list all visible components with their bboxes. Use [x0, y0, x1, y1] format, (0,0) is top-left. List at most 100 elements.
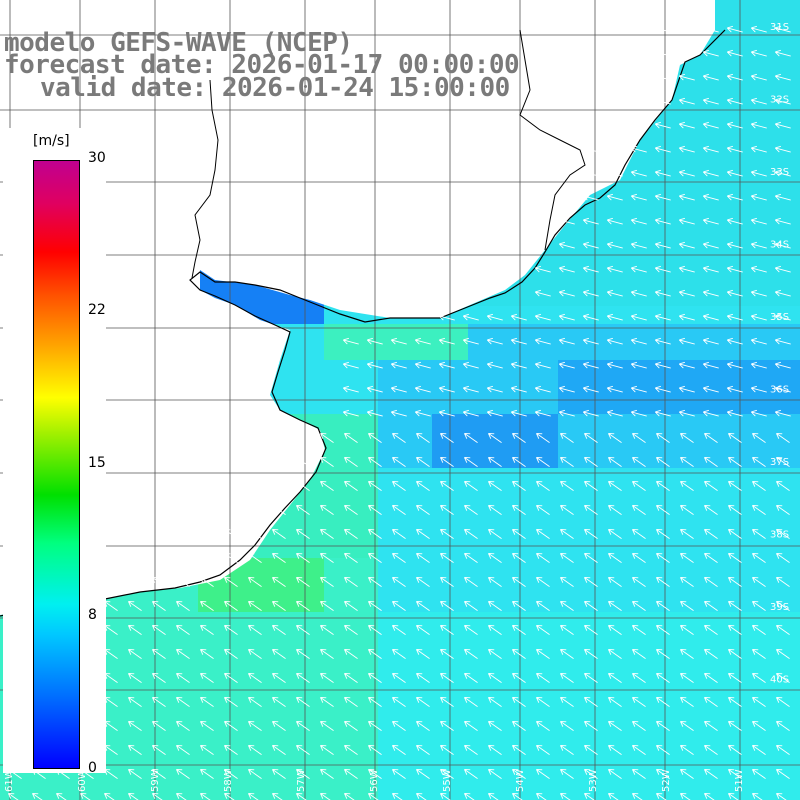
- sea-cell: [450, 342, 468, 360]
- sea-cell: [594, 450, 612, 468]
- wind-arrow: [656, 768, 670, 779]
- sea-cell: [324, 738, 342, 756]
- wind-arrow: [726, 241, 743, 249]
- sea-cell: [630, 684, 648, 702]
- latitude-label: 40S: [770, 675, 789, 686]
- wind-arrow: [296, 576, 310, 587]
- wind-arrow: [582, 265, 599, 273]
- wind-arrow: [656, 432, 670, 443]
- sea-cell: [396, 558, 414, 576]
- sea-cell: [702, 468, 720, 486]
- sea-cell: [468, 450, 486, 468]
- sea-cell: [450, 396, 468, 414]
- sea-cell: [720, 144, 738, 162]
- wind-arrow: [392, 624, 406, 635]
- wind-arrow: [656, 480, 670, 491]
- sea-cell: [486, 774, 504, 792]
- wind-arrow: [704, 744, 718, 755]
- wind-arrow: [776, 480, 790, 491]
- latitude-label: 37S: [770, 457, 789, 468]
- wind-arrow: [630, 409, 647, 417]
- wind-arrow: [630, 313, 647, 321]
- sea-cell: [414, 486, 432, 504]
- latitude-label: 34S: [770, 240, 789, 251]
- sea-cell: [720, 486, 738, 504]
- wind-arrow: [654, 193, 671, 201]
- wind-arrow: [584, 624, 598, 635]
- sea-cell: [792, 0, 800, 18]
- sea-cell: [414, 558, 432, 576]
- wind-arrow: [224, 624, 238, 635]
- wind-arrow: [416, 648, 430, 659]
- wind-arrow: [200, 792, 214, 800]
- sea-cell: [738, 72, 756, 90]
- wind-arrow: [632, 792, 646, 800]
- sea-cell: [702, 648, 720, 666]
- sea-cell: [396, 702, 414, 720]
- sea-cell: [576, 702, 594, 720]
- sea-cell: [558, 396, 576, 414]
- wind-arrow: [414, 361, 431, 369]
- sea-cell: [414, 666, 432, 684]
- wind-arrow: [128, 696, 142, 707]
- colorbar-tick-0: 0: [88, 760, 97, 776]
- wind-arrow: [320, 552, 334, 563]
- sea-cell: [270, 702, 288, 720]
- sea-cell: [792, 630, 800, 648]
- sea-cell: [306, 594, 324, 612]
- sea-cell: [306, 378, 324, 396]
- wind-arrow: [392, 696, 406, 707]
- sea-cell: [684, 180, 702, 198]
- sea-cell: [738, 522, 756, 540]
- wind-arrow: [464, 624, 478, 635]
- wind-arrow: [512, 432, 526, 443]
- sea-cell: [630, 576, 648, 594]
- sea-cell: [198, 612, 216, 630]
- sea-cell: [468, 576, 486, 594]
- sea-cell: [450, 432, 468, 450]
- wind-arrow: [752, 432, 766, 443]
- sea-cell: [234, 792, 252, 800]
- wind-arrow: [392, 480, 406, 491]
- sea-cell: [666, 738, 684, 756]
- sea-cell: [360, 558, 378, 576]
- sea-cell: [792, 306, 800, 324]
- sea-cell: [540, 684, 558, 702]
- latitude-label: 32S: [770, 95, 789, 106]
- wind-arrow: [440, 744, 454, 755]
- sea-cell: [630, 792, 648, 800]
- sea-cell: [738, 378, 756, 396]
- sea-cell: [486, 648, 504, 666]
- sea-cell: [378, 522, 396, 540]
- wind-arrow: [558, 313, 575, 321]
- wind-arrow: [584, 528, 598, 539]
- sea-cell: [486, 702, 504, 720]
- sea-cell: [432, 360, 450, 378]
- sea-cell: [756, 126, 774, 144]
- wind-arrow: [488, 696, 502, 707]
- sea-cell: [684, 630, 702, 648]
- wind-arrow: [416, 720, 430, 731]
- sea-cell: [414, 540, 432, 558]
- sea-cell: [396, 792, 414, 800]
- wind-arrow: [584, 792, 598, 800]
- sea-cell: [396, 342, 414, 360]
- sea-cell: [450, 684, 468, 702]
- sea-cell: [630, 738, 648, 756]
- sea-cell: [126, 702, 144, 720]
- wind-arrow: [728, 648, 742, 659]
- sea-cell: [162, 774, 180, 792]
- sea-cell: [792, 54, 800, 72]
- wind-arrow: [654, 265, 671, 273]
- wind-arrow: [392, 600, 406, 611]
- sea-cell: [144, 774, 162, 792]
- sea-cell: [486, 414, 504, 432]
- sea-cell: [270, 630, 288, 648]
- sea-cell: [198, 792, 216, 800]
- wind-arrow: [344, 528, 358, 539]
- wind-arrow: [440, 456, 454, 467]
- sea-cell: [684, 522, 702, 540]
- sea-cell: [126, 684, 144, 702]
- wind-arrow: [344, 480, 358, 491]
- sea-cell: [684, 486, 702, 504]
